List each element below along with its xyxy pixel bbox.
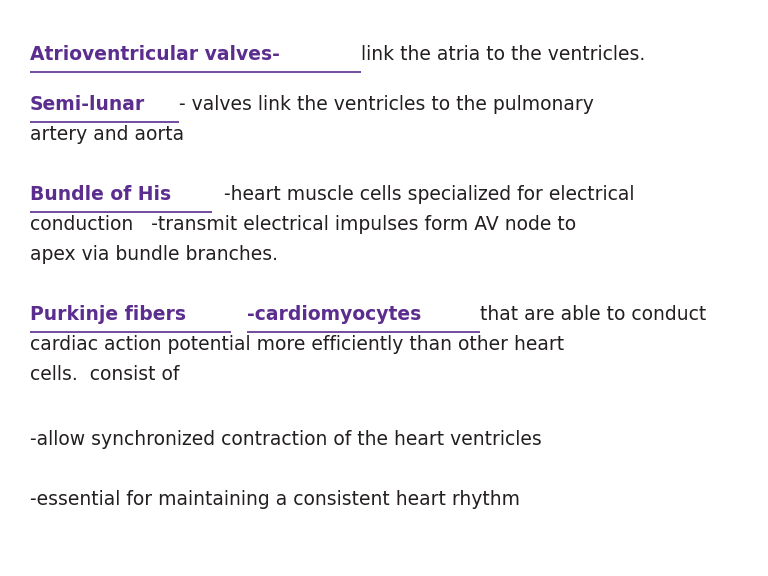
- Text: -allow synchronized contraction of the heart ventricles: -allow synchronized contraction of the h…: [30, 430, 541, 449]
- Text: -essential for maintaining a consistent heart rhythm: -essential for maintaining a consistent …: [30, 490, 520, 509]
- Text: artery and aorta: artery and aorta: [30, 125, 184, 144]
- Text: apex via bundle branches.: apex via bundle branches.: [30, 245, 278, 264]
- Text: cells.  consist of: cells. consist of: [30, 365, 180, 384]
- Text: link the atria to the ventricles.: link the atria to the ventricles.: [361, 45, 645, 64]
- Text: that are able to conduct: that are able to conduct: [480, 305, 707, 324]
- Text: -cardiomyocytes: -cardiomyocytes: [247, 305, 428, 324]
- Text: Bundle of His: Bundle of His: [30, 185, 171, 204]
- Text: Atrioventricular valves-: Atrioventricular valves-: [30, 45, 286, 64]
- Text: -heart muscle cells specialized for electrical: -heart muscle cells specialized for elec…: [212, 185, 634, 204]
- Text: cardiac action potential more efficiently than other heart: cardiac action potential more efficientl…: [30, 335, 564, 354]
- Text: Semi-lunar: Semi-lunar: [30, 95, 145, 114]
- Text: Purkinje fibers: Purkinje fibers: [30, 305, 186, 324]
- Text: conduction   -transmit electrical impulses form AV node to: conduction -transmit electrical impulses…: [30, 215, 576, 234]
- Text: - valves link the ventricles to the pulmonary: - valves link the ventricles to the pulm…: [179, 95, 594, 114]
